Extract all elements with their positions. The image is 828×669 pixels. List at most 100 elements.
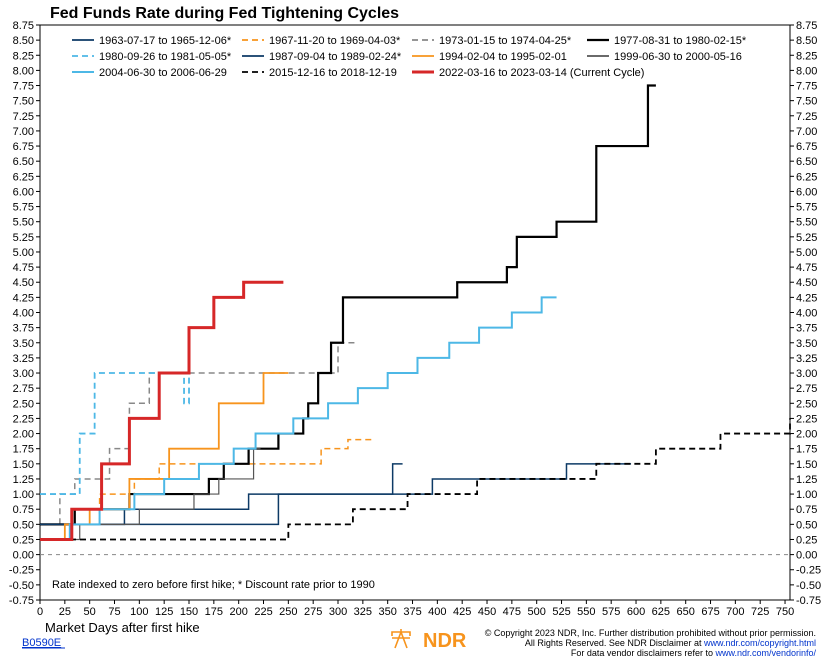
legend-label: 2004-06-30 to 2006-06-29 <box>99 67 227 79</box>
ytick-label: 8.00 <box>13 65 34 77</box>
xtick-label: 50 <box>84 606 96 618</box>
legend-label: 2022-03-16 to 2023-03-14 (Current Cycle) <box>439 67 644 79</box>
xtick-label: 0 <box>37 606 43 618</box>
ytick-label-r: 7.00 <box>796 126 817 138</box>
ytick-label-r: 3.75 <box>796 323 817 335</box>
ytick-label-r: 6.50 <box>796 156 817 168</box>
ytick-label: 6.00 <box>13 186 34 198</box>
ytick-label: 6.75 <box>13 141 34 153</box>
xtick-label: 450 <box>478 606 496 618</box>
ytick-label-r: 2.00 <box>796 429 817 441</box>
copyright-line: All Rights Reserved. See NDR Disclaimer … <box>525 638 816 648</box>
ytick-label-r: 8.25 <box>796 50 817 62</box>
ytick-label: 8.75 <box>13 20 34 32</box>
ytick-label-r: 7.75 <box>796 81 817 93</box>
ytick-label: 7.00 <box>13 126 34 138</box>
ytick-label: 0.00 <box>13 550 34 562</box>
xtick-label: 300 <box>329 606 347 618</box>
ytick-label-r: 0.50 <box>796 519 817 531</box>
copyright-link[interactable]: www.ndr.com/vendorinfo/ <box>714 648 816 658</box>
ytick-label-r: 6.75 <box>796 141 817 153</box>
ytick-label: 1.50 <box>13 459 34 471</box>
ytick-label-r: 3.00 <box>796 368 817 380</box>
legend-label: 1967-11-20 to 1969-04-03* <box>269 35 401 47</box>
ytick-label-r: 1.00 <box>796 489 817 501</box>
ytick-label: 8.25 <box>13 50 34 62</box>
ytick-label-r: 2.25 <box>796 413 817 425</box>
ytick-label-r: 4.00 <box>796 308 817 320</box>
ytick-label-r: 0.00 <box>796 550 817 562</box>
ytick-label-r: 2.75 <box>796 383 817 395</box>
xtick-label: 150 <box>180 606 198 618</box>
chart-bg <box>0 0 828 669</box>
copyright-link[interactable]: www.ndr.com/copyright.html <box>703 638 816 648</box>
ytick-label-r: 8.50 <box>796 35 817 47</box>
ytick-label-r: 3.50 <box>796 338 817 350</box>
ytick-label-r: 1.75 <box>796 444 817 456</box>
ytick-label: 4.25 <box>13 292 34 304</box>
xtick-label: 675 <box>701 606 719 618</box>
xtick-label: 350 <box>379 606 397 618</box>
xtick-label: 575 <box>602 606 620 618</box>
xtick-label: 250 <box>279 606 297 618</box>
ytick-label: 5.25 <box>13 232 34 244</box>
ytick-label-r: 7.50 <box>796 96 817 108</box>
ytick-label: 4.00 <box>13 308 34 320</box>
ytick-label: 6.25 <box>13 171 34 183</box>
legend-label: 1980-09-26 to 1981-05-05* <box>99 51 232 63</box>
ytick-label-r: 6.25 <box>796 171 817 183</box>
ytick-label-r: -0.75 <box>796 595 821 607</box>
ytick-label: 6.50 <box>13 156 34 168</box>
xtick-label: 25 <box>59 606 71 618</box>
ytick-label: 7.25 <box>13 111 34 123</box>
xtick-label: 475 <box>503 606 521 618</box>
ytick-label-r: 3.25 <box>796 353 817 365</box>
chart-code-link[interactable]: B0590E <box>22 637 61 649</box>
ytick-label-r: 2.50 <box>796 398 817 410</box>
ytick-label: 2.75 <box>13 383 34 395</box>
x-axis-label: Market Days after first hike <box>45 620 200 635</box>
xtick-label: 375 <box>403 606 421 618</box>
ytick-label: 5.75 <box>13 202 34 214</box>
xtick-label: 75 <box>108 606 120 618</box>
ndr-brand-text: NDR <box>423 630 467 652</box>
xtick-label: 325 <box>354 606 372 618</box>
ytick-label: 3.75 <box>13 323 34 335</box>
ytick-label: -0.50 <box>9 580 34 592</box>
xtick-label: 550 <box>577 606 595 618</box>
xtick-label: 200 <box>229 606 247 618</box>
xtick-label: 650 <box>677 606 695 618</box>
legend-label: 2015-12-16 to 2018-12-19 <box>269 67 397 79</box>
ytick-label: 4.50 <box>13 277 34 289</box>
copyright-line: © Copyright 2023 NDR, Inc. Further distr… <box>485 628 816 638</box>
ytick-label: 0.25 <box>13 534 34 546</box>
xtick-label: 125 <box>155 606 173 618</box>
xtick-label: 225 <box>254 606 272 618</box>
legend-label: 1973-01-15 to 1974-04-25* <box>439 35 572 47</box>
xtick-label: 725 <box>751 606 769 618</box>
legend-label: 1999-06-30 to 2000-05-16 <box>614 51 742 63</box>
ytick-label-r: 7.25 <box>796 111 817 123</box>
legend-label: 1994-02-04 to 1995-02-01 <box>439 51 567 63</box>
ytick-label: 3.00 <box>13 368 34 380</box>
ytick-label-r: 4.75 <box>796 262 817 274</box>
ytick-label: 0.50 <box>13 519 34 531</box>
xtick-label: 500 <box>528 606 546 618</box>
ytick-label: 2.25 <box>13 413 34 425</box>
ytick-label: 1.75 <box>13 444 34 456</box>
xtick-label: 525 <box>552 606 570 618</box>
xtick-label: 400 <box>428 606 446 618</box>
ytick-label: 7.50 <box>13 96 34 108</box>
ytick-label: 2.50 <box>13 398 34 410</box>
ytick-label: 2.00 <box>13 429 34 441</box>
ytick-label: 8.50 <box>13 35 34 47</box>
ytick-label-r: 0.75 <box>796 504 817 516</box>
ytick-label: 3.25 <box>13 353 34 365</box>
ytick-label-r: -0.50 <box>796 580 821 592</box>
ytick-label: 4.75 <box>13 262 34 274</box>
xtick-label: 100 <box>130 606 148 618</box>
xtick-label: 175 <box>205 606 223 618</box>
copyright-line: For data vendor disclaimers refer to www… <box>571 648 817 658</box>
ytick-label-r: 8.00 <box>796 65 817 77</box>
ytick-label: 3.50 <box>13 338 34 350</box>
